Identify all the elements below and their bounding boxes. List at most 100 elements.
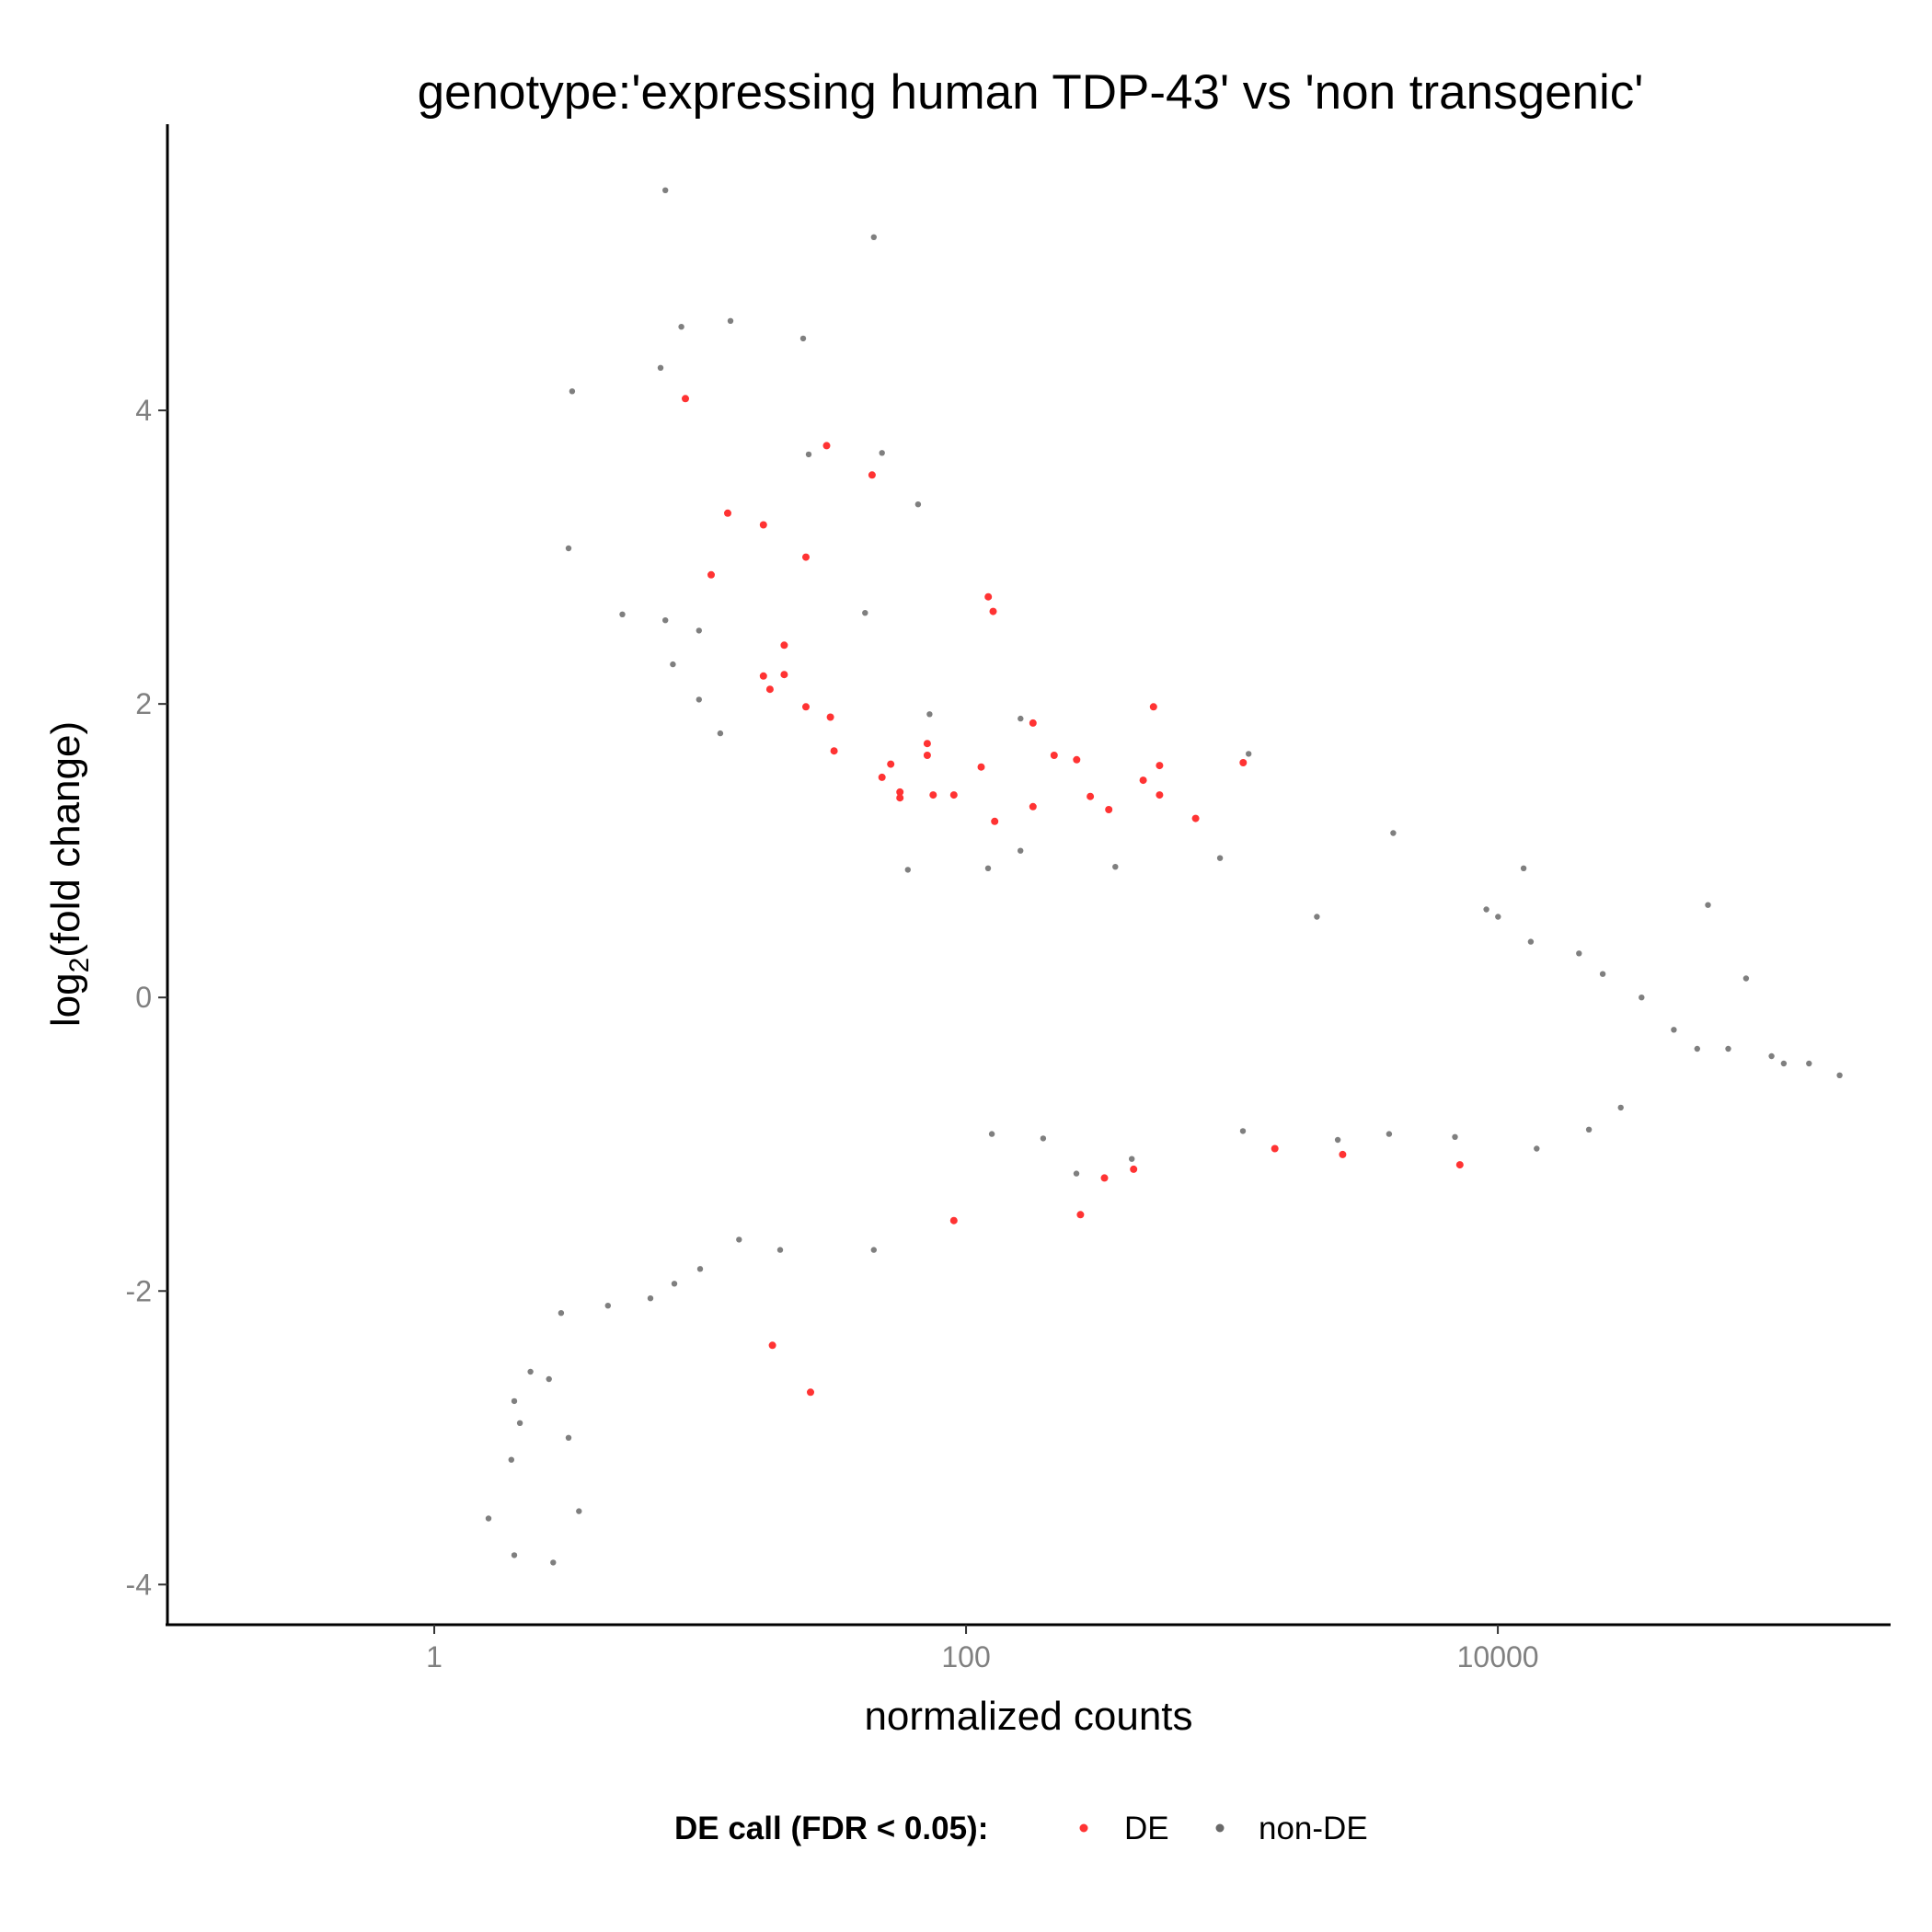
- point: [724, 509, 731, 517]
- point: [1386, 1131, 1393, 1137]
- point: [1483, 906, 1489, 913]
- point: [780, 641, 788, 650]
- point: [558, 1310, 565, 1317]
- point: [1130, 1165, 1138, 1173]
- point: [604, 1303, 611, 1309]
- x-axis-title: normalized counts: [864, 1694, 1192, 1739]
- point: [984, 592, 993, 601]
- point: [759, 521, 767, 529]
- point: [949, 1216, 958, 1225]
- point: [671, 1281, 678, 1287]
- point: [619, 611, 626, 617]
- point: [923, 740, 931, 748]
- point: [1156, 762, 1164, 770]
- point: [727, 317, 734, 324]
- point: [1339, 1150, 1347, 1158]
- point: [736, 1236, 742, 1243]
- series-non-de: [485, 187, 1843, 1566]
- point: [1191, 814, 1200, 822]
- point: [1334, 1136, 1341, 1144]
- point: [1029, 802, 1037, 811]
- point: [1246, 751, 1252, 757]
- series-de: [682, 395, 1464, 1397]
- point: [1029, 719, 1037, 727]
- point: [896, 788, 904, 796]
- point: [991, 817, 999, 825]
- y-axis-title-log: log: [43, 972, 88, 1027]
- point: [765, 685, 774, 694]
- point: [1087, 792, 1095, 800]
- point: [870, 1247, 877, 1253]
- point: [1836, 1072, 1843, 1079]
- point: [511, 1552, 518, 1558]
- point: [879, 450, 885, 456]
- point: [805, 451, 812, 458]
- point: [662, 187, 669, 193]
- point: [717, 730, 724, 737]
- point: [923, 752, 931, 759]
- point: [984, 865, 992, 871]
- point: [1806, 1060, 1812, 1067]
- point: [1073, 1170, 1080, 1177]
- y-tick-label: -2: [126, 1274, 152, 1307]
- y-axis-title-rest: (fold change): [43, 721, 88, 958]
- legend-key-de: [1079, 1823, 1088, 1833]
- point: [988, 1131, 995, 1137]
- point: [1585, 1126, 1593, 1133]
- point: [1520, 865, 1527, 871]
- point: [802, 553, 810, 561]
- point: [1639, 995, 1645, 1001]
- point: [1139, 776, 1147, 785]
- point: [1705, 902, 1711, 908]
- point: [807, 1388, 814, 1397]
- point: [1100, 1174, 1109, 1182]
- point: [696, 696, 702, 703]
- point: [768, 1341, 776, 1350]
- point: [1073, 755, 1081, 764]
- point: [949, 791, 958, 799]
- point: [887, 760, 895, 768]
- point: [929, 791, 937, 799]
- point: [1742, 975, 1750, 982]
- point: [1018, 715, 1024, 722]
- point: [1018, 847, 1024, 854]
- point: [657, 364, 664, 371]
- point: [1105, 806, 1113, 813]
- point: [1780, 1060, 1788, 1067]
- x-tick-label: 1: [426, 1640, 443, 1673]
- point: [1076, 1211, 1085, 1219]
- point: [1694, 1045, 1701, 1052]
- x-axis-ticks: 1 100 10000: [426, 1625, 1539, 1673]
- point: [647, 1295, 654, 1302]
- point: [776, 1247, 784, 1253]
- point: [678, 324, 684, 330]
- point: [1599, 971, 1606, 977]
- point: [1527, 938, 1535, 945]
- y-axis-title: log2(fold change): [43, 721, 95, 1027]
- point: [550, 1559, 557, 1566]
- y-tick-label: 0: [135, 981, 152, 1014]
- point: [878, 773, 886, 781]
- point: [565, 545, 572, 552]
- point: [662, 617, 669, 624]
- point: [682, 395, 689, 403]
- point: [508, 1456, 514, 1463]
- data-points-layer: [485, 187, 1843, 1566]
- point: [1239, 1128, 1247, 1134]
- point: [826, 713, 834, 721]
- point: [1768, 1052, 1775, 1060]
- point: [830, 747, 838, 755]
- point: [1239, 759, 1248, 766]
- point: [868, 471, 876, 479]
- point: [1112, 864, 1119, 870]
- point: [896, 794, 904, 802]
- point: [1129, 1156, 1135, 1162]
- point: [1671, 1027, 1677, 1033]
- y-axis-ticks: -4 -2 0 2 4: [126, 394, 167, 1601]
- point: [546, 1375, 552, 1383]
- x-tick-label: 100: [941, 1640, 990, 1673]
- point: [1495, 914, 1501, 920]
- point: [670, 661, 676, 668]
- legend-key-non-de: [1215, 1823, 1225, 1833]
- point: [516, 1420, 523, 1427]
